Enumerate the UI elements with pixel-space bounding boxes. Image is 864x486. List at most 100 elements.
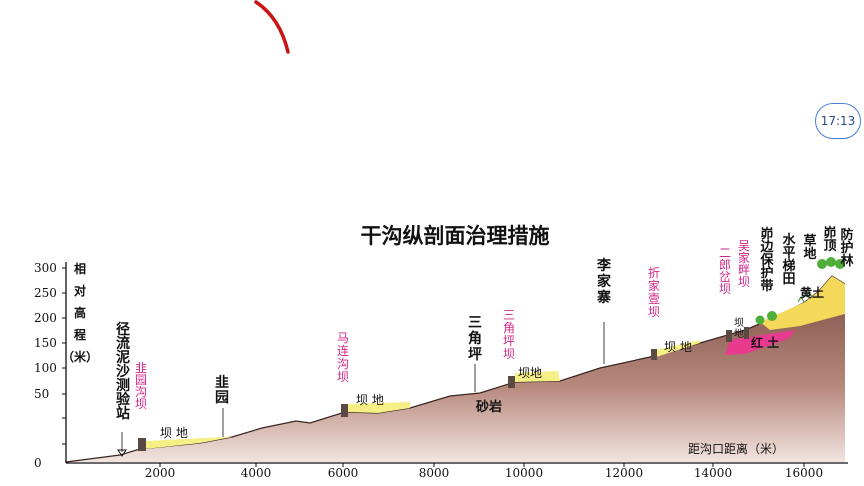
damland-label-1: 坝 地 xyxy=(160,426,188,440)
label-damland-vertical: 坝 xyxy=(734,317,744,329)
yellow-soil-layer xyxy=(760,276,845,330)
place-labels: 径流泥沙测验站韭园沟坝韭园马连沟坝三角坪三角坪坝李家寨折家壹坝二郎岔坝坝地吴家畔… xyxy=(116,225,854,422)
dam-zhejia xyxy=(651,349,657,360)
label-top: 峁 xyxy=(823,225,836,241)
label-top: 顶 xyxy=(823,239,836,254)
label-lijiazhai: 寨 xyxy=(596,289,612,306)
red-pen-stroke xyxy=(254,0,290,54)
x-axis-ticks: 2000 4000 6000 8000 10000 12000 14000 16000 xyxy=(145,463,823,480)
damland-label-4: 坝 地 xyxy=(664,340,692,354)
label-sanjiaoping-dam: 三 xyxy=(503,308,515,322)
x-tick-label: 12000 xyxy=(605,466,643,480)
label-sanjiaoping: 坪 xyxy=(468,347,482,363)
label-sanjiaoping: 三 xyxy=(468,315,482,331)
label-edge-belt: 带 xyxy=(760,278,773,294)
label-jiuyuan: 园 xyxy=(215,390,229,406)
sandstone-label: 砂岩 xyxy=(475,399,502,415)
y-tick-label: 200 xyxy=(34,311,57,325)
y-axis-label-char: 相 xyxy=(74,261,86,276)
x-tick-label: 14000 xyxy=(694,466,732,480)
x-tick-label: 2000 xyxy=(145,466,176,480)
label-jiuyuan-dam: 园 xyxy=(135,373,147,387)
label-station: 站 xyxy=(116,405,130,422)
label-zhejia-dam: 坝 xyxy=(648,305,660,319)
label-terrace: 水 xyxy=(782,232,796,248)
label-edge-belt: 峁 xyxy=(760,226,773,242)
label-jiuyuan: 韭 xyxy=(215,375,229,391)
label-wujia-dam: 家 xyxy=(738,250,750,265)
tree-icon xyxy=(767,311,777,321)
label-station: 验 xyxy=(116,391,131,408)
label-terrace: 田 xyxy=(782,272,795,287)
label-station: 流 xyxy=(116,335,130,352)
damland-sanjiaoping xyxy=(515,371,560,382)
label-forest: 防 xyxy=(840,227,853,243)
label-zhejia-dam: 壹 xyxy=(648,292,660,306)
label-sanjiaoping-dam: 坪 xyxy=(503,334,515,348)
tree-icon xyxy=(817,259,827,269)
terrain-profile xyxy=(66,276,845,462)
dam-jiuyuan xyxy=(138,438,146,451)
label-jiuyuan-dam: 沟 xyxy=(135,385,147,399)
label-edge-belt: 护 xyxy=(760,265,773,281)
label-terrace: 平 xyxy=(782,246,795,261)
label-damland-vertical: 地 xyxy=(734,327,744,340)
station-marker-icon xyxy=(117,449,127,457)
label-jiuyuan-dam: 坝 xyxy=(135,397,147,411)
label-station: 径 xyxy=(116,321,130,338)
dam-malian xyxy=(341,404,348,417)
y-axis-label-char: 高 xyxy=(74,305,86,320)
y-axis-label-char: （米） xyxy=(62,349,98,364)
dam-markers xyxy=(138,327,749,451)
pointer-lines xyxy=(121,322,605,452)
dam-sanjiaoping xyxy=(508,376,515,388)
y-tick-label: 250 xyxy=(34,286,57,300)
label-erlang-dam: 二 xyxy=(719,246,731,260)
dam-wujia xyxy=(744,327,749,339)
label-lijiazhai: 李 xyxy=(596,257,612,274)
label-grassland: 地 xyxy=(803,246,816,262)
label-station: 测 xyxy=(116,377,130,394)
label-edge-belt: 保 xyxy=(759,252,774,268)
dam-erlang xyxy=(726,330,732,342)
tree-icon xyxy=(835,259,845,269)
tree-icon xyxy=(755,315,765,325)
label-malian-dam: 坝 xyxy=(337,370,349,384)
damland-zhejia xyxy=(656,340,700,357)
damland-malian xyxy=(348,402,410,413)
label-sanjiaoping-dam: 角 xyxy=(503,321,515,335)
label-terrace: 梯 xyxy=(782,258,795,274)
label-station: 泥 xyxy=(116,349,130,366)
x-tick-label: 4000 xyxy=(241,466,272,480)
label-wujia-dam: 坝 xyxy=(738,275,750,289)
y-axis-label-char: 程 xyxy=(74,327,86,342)
y-axis-ticks: 300 250 200 150 100 50 0 xyxy=(34,261,66,470)
label-erlang-dam: 岔 xyxy=(719,270,731,284)
label-malian-dam: 连 xyxy=(337,343,349,358)
red-soil-label: 红 土 xyxy=(751,335,779,350)
x-tick-label: 8000 xyxy=(419,466,450,480)
diagram-title: 干沟纵剖面治理措施 xyxy=(361,223,550,248)
label-wujia-dam: 吴 xyxy=(738,239,750,253)
x-tick-label: 16000 xyxy=(785,466,823,480)
label-forest: 护 xyxy=(840,240,853,256)
y-tick-label: 300 xyxy=(34,261,57,275)
x-tick-label: 6000 xyxy=(328,466,359,480)
time-badge: 17:13 xyxy=(815,103,861,139)
label-malian-dam: 马 xyxy=(337,331,349,345)
label-zhejia-dam: 家 xyxy=(648,278,660,293)
yellow-soil-label: 黄土 xyxy=(800,285,824,300)
damland-label-3: 坝地 xyxy=(518,366,542,380)
x-tick-label: 10000 xyxy=(505,466,543,480)
label-erlang-dam: 坝 xyxy=(719,282,731,296)
label-jiuyuan-dam: 韭 xyxy=(135,361,147,375)
y-tick-label: 0 xyxy=(34,456,42,470)
label-malian-dam: 沟 xyxy=(337,357,349,371)
red-soil-layer xyxy=(725,330,795,355)
label-edge-belt: 边 xyxy=(759,240,774,255)
tree-icon xyxy=(826,257,836,267)
label-sanjiaoping-dam: 坝 xyxy=(503,347,515,361)
label-forest: 林 xyxy=(840,253,853,269)
